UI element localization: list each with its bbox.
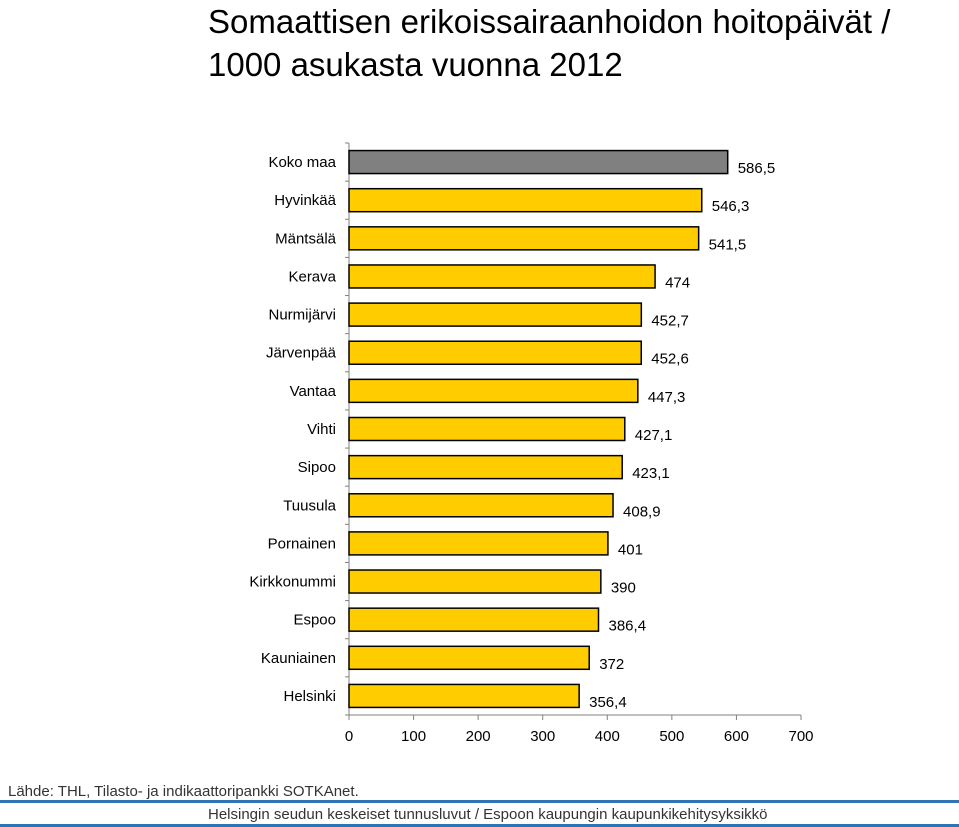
category-label: Vantaa <box>290 383 337 400</box>
bar-chart: 0 100 200 300 400 500 600 700 Koko maa 586,5 Hyvin… <box>249 142 814 745</box>
x-tick-label: 200 <box>466 728 491 745</box>
category-label: Mäntsälä <box>275 230 337 247</box>
value-label: 408,9 <box>623 503 661 520</box>
value-label: 386,4 <box>609 618 647 635</box>
category-label: Hyvinkää <box>274 192 336 209</box>
x-tick-label: 700 <box>788 728 813 745</box>
bar <box>348 569 602 594</box>
value-label: 401 <box>618 541 643 558</box>
bar <box>348 607 600 632</box>
bar <box>348 416 626 442</box>
value-label: 356,4 <box>589 694 627 711</box>
category-label: Espoo <box>293 612 336 629</box>
category-label: Tuusula <box>283 497 336 514</box>
source-note: Lähde: THL, Tilasto- ja indikaattoripank… <box>8 783 359 800</box>
category-label: Pornainen <box>268 535 336 552</box>
value-label: 390 <box>611 580 636 597</box>
x-tick-label: 300 <box>530 728 555 745</box>
x-tick-label: 400 <box>595 728 620 745</box>
bar <box>348 378 639 404</box>
value-label: 447,3 <box>648 389 686 406</box>
bar <box>348 302 643 327</box>
bar <box>348 226 700 251</box>
category-label: Koko maa <box>268 154 336 171</box>
footer-note: Helsingin seudun keskeiset tunnusluvut /… <box>208 806 768 823</box>
bottom-border-line <box>0 824 959 827</box>
value-label: 474 <box>665 274 690 291</box>
bar <box>348 149 729 175</box>
top-border-line <box>0 800 959 803</box>
value-label: 427,1 <box>635 427 673 444</box>
value-label: 452,7 <box>651 313 689 330</box>
category-label: Järvenpää <box>266 345 337 362</box>
bar <box>348 531 609 556</box>
value-label: 423,1 <box>632 465 670 482</box>
category-label: Nurmijärvi <box>269 307 337 324</box>
category-label: Kerava <box>288 268 336 285</box>
category-label: Kirkkonummi <box>249 574 336 591</box>
value-label: 541,5 <box>709 236 747 253</box>
bar <box>348 645 590 671</box>
bar <box>348 493 614 518</box>
bar <box>348 187 703 213</box>
x-tick-label: 500 <box>659 728 684 745</box>
chart-title: Somaattisen erikoissairaanhoidon hoitopä… <box>208 3 891 83</box>
bar <box>348 264 656 289</box>
bar <box>348 340 643 365</box>
bar <box>348 683 580 709</box>
category-label: Sipoo <box>298 459 336 476</box>
value-label: 586,5 <box>738 160 776 177</box>
category-label: Helsinki <box>283 688 336 705</box>
category-label: Kauniainen <box>261 650 336 667</box>
bar <box>348 454 623 480</box>
x-tick-label: 600 <box>724 728 749 745</box>
category-label: Vihti <box>307 421 336 438</box>
value-label: 452,6 <box>651 351 689 368</box>
value-label: 372 <box>599 656 624 673</box>
value-label: 546,3 <box>712 198 750 215</box>
x-tick-label: 0 <box>345 728 353 745</box>
x-tick-label: 100 <box>401 728 426 745</box>
